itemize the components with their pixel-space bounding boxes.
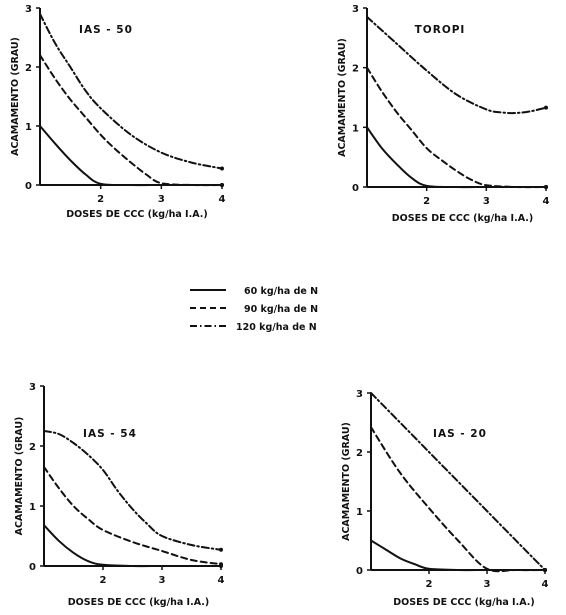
series-line-dashed [39,54,223,187]
y-tick-label: 2 [25,63,32,74]
x-tick-label: 3 [159,575,166,586]
y-axis-title: ACAMAMENTO (GRAU) [14,417,25,536]
x-tick-label: 2 [100,575,107,586]
series-line-dashdot [39,12,223,170]
y-tick-label: 0 [356,566,363,577]
x-tick-label: 4 [543,196,550,207]
x-tick-label: 3 [158,194,165,205]
panel-title: IAS - 54 [83,428,137,440]
y-tick-label: 1 [29,502,36,513]
y-tick-label: 1 [25,122,32,133]
chart-panel-3: 0 1 2 3 2 3 4 ACAMAMENTO (GRAU) DOSES DE CCC (kg… [14,382,225,608]
series-end-point [219,547,223,552]
y-tick-label: 0 [29,562,36,573]
x-axis-title: DOSES DE CCC (kg/ha I.A.) [392,213,533,224]
series-end-point [220,166,224,171]
y-axis-title: ACAMAMENTO (GRAU) [10,37,21,156]
series-line-dashed [370,426,546,573]
y-tick-label: 3 [356,389,363,400]
x-tick-label: 3 [483,196,490,207]
x-axis-title: DOSES DE CCC (kg/ha I.A.) [66,209,207,220]
legend-label-120: 120 kg/ha de N [236,322,317,333]
y-tick-label: 0 [25,181,32,192]
legend: 60 kg/ha de N 90 kg/ha de N 120 kg/ha de… [190,286,318,333]
chart-panel-4: 0 1 2 3 2 3 4 ACAMAMENTO (GRAU) DOSES DE CCC (kg… [341,389,549,608]
series-line-solid [43,524,222,568]
series-line-dashdot [366,15,547,115]
x-axis-title: DOSES DE CCC (kg/ha I.A.) [393,597,534,608]
series-end-point [220,183,224,187]
y-tick-label: 0 [352,183,359,194]
series-line-dashed [366,66,547,189]
y-tick-label: 3 [25,4,32,15]
panel-title: IAS - 50 [79,24,133,36]
chart-panel-2: 0 1 2 3 2 3 4 ACAMAMENTO (GRAU) DOSES DE CCC (kg… [337,4,550,224]
y-tick-label: 3 [29,382,36,393]
x-axis-title: DOSES DE CCC (kg/ha I.A.) [68,597,209,608]
y-axis-title: ACAMAMENTO (GRAU) [341,422,352,541]
y-tick-label: 2 [352,64,359,75]
series-line-solid [366,126,547,189]
x-tick-label: 4 [219,194,226,205]
y-tick-label: 1 [352,123,359,134]
x-tick-label: 2 [97,194,104,205]
series-end-point [219,562,223,567]
y-tick-label: 2 [29,442,36,453]
series-end-point [543,568,547,572]
y-tick-label: 1 [356,507,363,518]
y-axis-title: ACAMAMENTO (GRAU) [337,38,348,157]
panel-title: TOROPI [415,24,466,36]
x-tick-label: 3 [484,579,491,590]
series-line-dashed [43,466,222,566]
series-end-point [544,105,548,110]
panel-title: IAS - 20 [433,428,487,440]
series-line-solid [370,539,546,572]
chart-panel-1: 0 1 2 3 2 3 4 ACAMAMENTO (GRAU) DOSES DE CCC (kg… [10,4,226,220]
legend-label-90: 90 kg/ha de N [244,304,318,315]
series-line-dashdot [43,430,222,551]
x-tick-label: 2 [426,579,433,590]
y-tick-label: 3 [352,4,359,15]
legend-label-60: 60 kg/ha de N [244,286,318,297]
series-line-dashdot [370,392,546,571]
x-tick-label: 2 [423,196,430,207]
y-tick-label: 2 [356,448,363,459]
series-end-point [544,185,548,189]
x-tick-label: 4 [542,579,549,590]
x-tick-label: 4 [218,575,225,586]
